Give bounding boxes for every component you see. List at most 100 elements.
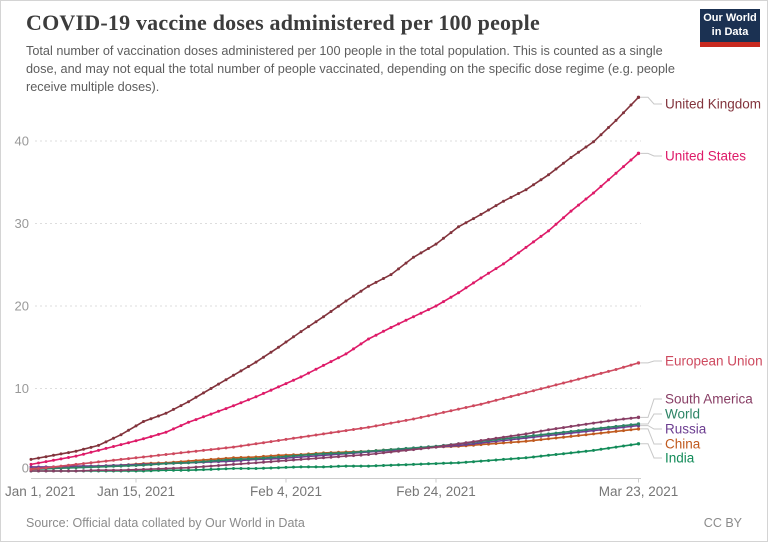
series-label-india[interactable]: India [665,451,695,466]
series-point [269,456,273,459]
series-point [584,197,588,201]
series-point [194,449,198,453]
series-point [419,311,423,315]
series-point [517,456,520,460]
series-line-south-america[interactable] [31,416,639,472]
series-point [374,424,378,428]
series-point [622,111,625,115]
series-point [262,355,265,359]
series-point [382,451,385,455]
series-line-world[interactable] [30,423,639,471]
label-connector [640,360,662,364]
series-point [292,335,295,339]
series-point [314,320,318,324]
series-line-european-union[interactable] [30,362,639,471]
series-point [562,161,565,165]
series-point [269,388,273,392]
series-point [389,463,393,467]
series-point [554,383,558,387]
series-point [322,363,325,367]
series-point [397,267,400,271]
series-point [532,183,535,187]
series-point [254,467,258,470]
series-line-russia[interactable] [31,424,639,468]
series-point [359,464,363,468]
label-connector [640,152,662,157]
series-point [224,467,228,471]
series-point [577,377,580,381]
series-label-russia[interactable]: Russia [665,422,707,437]
series-point [584,375,588,379]
series-point [179,424,183,428]
series-point [89,468,93,472]
series-point [412,255,415,259]
series-point [472,460,475,464]
series-point [172,466,175,470]
series-point [382,329,385,333]
y-axis-tick-label: 20 [15,299,29,314]
series-point [352,450,355,454]
series-point [404,261,408,265]
series-point [389,326,393,329]
series-point [584,428,588,432]
series-point [359,450,363,454]
series-point [472,217,475,221]
series-point [292,465,295,469]
series-point [277,385,280,389]
series-point [607,430,610,434]
series-label-world[interactable]: World [665,407,700,422]
series-point [224,463,228,467]
series-label-united-states[interactable]: United States [665,149,746,164]
series-label-european-union[interactable]: European Union [665,354,763,369]
series-label-south-america[interactable]: South America [665,392,753,407]
series-point [52,465,55,469]
series-point [636,95,641,99]
series-point [614,424,618,428]
series-point [104,468,108,472]
series-point [599,133,603,137]
series-line-united-kingdom[interactable] [30,96,640,461]
series-point [367,449,370,453]
series-point [337,464,340,468]
series-point [307,465,310,469]
series-point [224,446,228,450]
series-point [127,441,130,445]
series-point [187,420,190,424]
series-point [337,304,340,308]
series-point [322,456,325,460]
series-point [539,429,543,433]
series-point [584,449,588,453]
series-point [104,440,108,444]
series-line-united-states[interactable] [30,152,640,466]
series-point [577,150,580,154]
series-point [74,449,78,453]
series-point [636,422,641,426]
license-badge[interactable]: CC BY [703,516,742,530]
series-line-india[interactable] [31,443,639,472]
series-label-united-kingdom[interactable]: United Kingdom [665,97,761,112]
series-point [149,417,153,421]
series-point [389,421,393,425]
series-point [104,465,108,469]
series-point [254,442,258,446]
series-point [179,461,183,465]
series-point [52,453,55,457]
series-point [337,451,340,455]
series-point [37,467,40,470]
series-point [299,435,303,439]
series-point [172,461,175,465]
series-point [44,455,48,459]
series-point [427,247,430,250]
series-point [636,151,641,156]
series-point [629,416,633,420]
owid-logo[interactable]: Our World in Data [700,9,760,47]
series-point [179,468,183,472]
series-point [547,453,550,457]
series-point [284,459,288,463]
series-point [614,368,618,371]
series-point [52,458,55,462]
series-label-china[interactable]: China [665,437,701,452]
series-point [149,435,153,439]
series-point [299,457,303,461]
